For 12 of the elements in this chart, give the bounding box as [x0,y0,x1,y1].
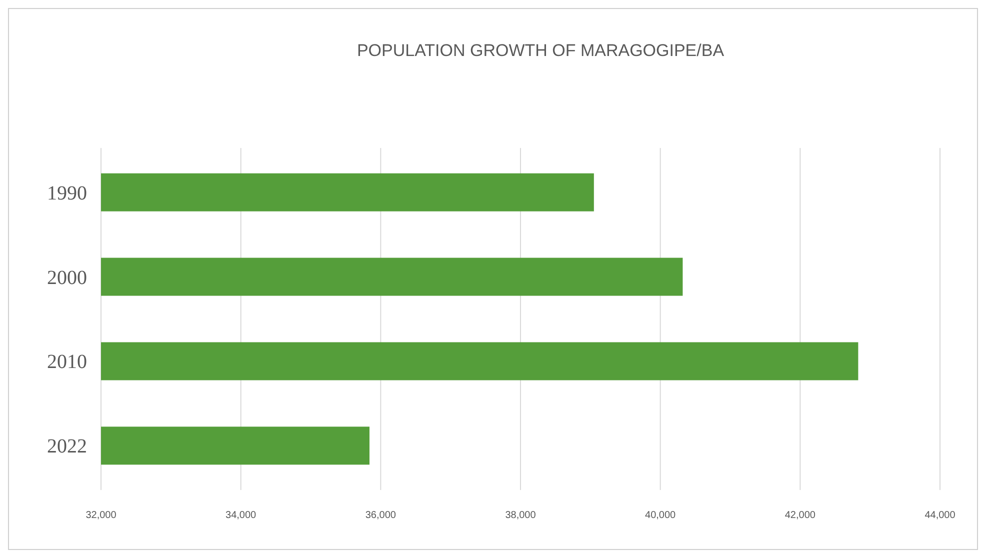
x-tick-label: 32,000 [86,510,117,521]
y-tick-label: 1990 [47,182,87,204]
x-tick-label: 44,000 [924,510,956,521]
x-tick-label: 36,000 [365,510,396,521]
x-tick-label: 34,000 [226,510,257,521]
x-tick-label: 40,000 [645,510,676,521]
y-tick-label: 2010 [47,351,87,374]
x-tick-label: 42,000 [784,510,816,521]
x-tick-label: 38,000 [505,510,536,521]
y-tick-label: 2022 [47,436,87,458]
chart-title: POPULATION GROWTH OF MARAGOGIPE/BA [356,41,725,60]
y-tick-label: 2000 [47,266,87,289]
